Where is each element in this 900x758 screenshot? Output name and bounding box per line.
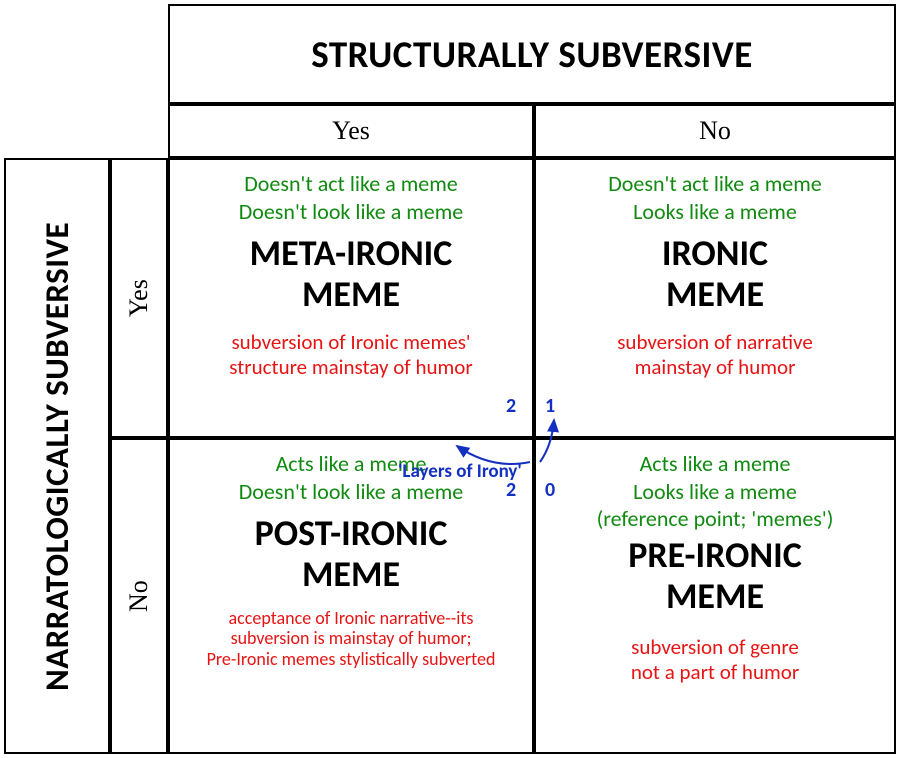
tl-title2: MEME — [302, 272, 400, 316]
bl-title: POST-IRONIC MEME — [178, 513, 524, 596]
col-header-no-text: No — [699, 116, 731, 146]
row-header-yes: Yes — [110, 158, 168, 438]
row-header-yes-text: Yes — [124, 279, 154, 317]
bl-title1: POST-IRONIC — [255, 511, 448, 555]
bl-red1: acceptance of Ironic narrative--its — [178, 608, 524, 629]
tl-title: META-IRONIC MEME — [178, 233, 524, 316]
row-header-no: No — [110, 438, 168, 754]
br-green2: Looks like a meme — [544, 478, 886, 506]
tr-title: IRONIC MEME — [544, 233, 886, 316]
tr-red1: subversion of narrative — [544, 330, 886, 355]
tr-red2: mainstay of humor — [544, 355, 886, 380]
br-title: PRE-IRONIC MEME — [544, 535, 886, 618]
top-axis-title: STRUCTURALLY SUBVERSIVE — [168, 4, 896, 104]
tr-green1: Doesn't act like a meme — [544, 170, 886, 198]
tr-title2: MEME — [666, 272, 764, 316]
tl-red2: structure mainstay of humor — [178, 355, 524, 380]
col-header-no: No — [534, 104, 896, 158]
layers-label-text: 'Layers of Irony' — [398, 460, 522, 483]
side-axis-title: NARRATOLOGICALLY SUBVERSIVE — [4, 158, 110, 754]
br-title1: PRE-IRONIC — [628, 533, 802, 577]
layers-num-tl: 2 — [506, 394, 516, 418]
tl-green1: Doesn't act like a meme — [178, 170, 524, 198]
layers-of-irony-label: 'Layers of Irony' — [398, 460, 522, 483]
col-header-yes-text: Yes — [332, 116, 370, 146]
br-green1: Acts like a meme — [544, 450, 886, 478]
br-red1: subversion of genre — [544, 635, 886, 660]
bl-title2: MEME — [302, 552, 400, 596]
layers-num-bl: 2 — [506, 478, 516, 502]
bl-red2: subversion is mainstay of humor; — [178, 628, 524, 649]
quadrant-pre-ironic: Acts like a meme Looks like a meme (refe… — [534, 438, 896, 754]
side-axis-title-text: NARRATOLOGICALLY SUBVERSIVE — [37, 221, 77, 690]
row-header-no-text: No — [124, 580, 154, 612]
quadrant-meta-ironic: Doesn't act like a meme Doesn't look lik… — [168, 158, 534, 438]
matrix-grid: STRUCTURALLY SUBVERSIVE Yes No NARRATOLO… — [0, 0, 900, 758]
br-red2: not a part of humor — [544, 660, 886, 685]
layers-num-br: 0 — [545, 478, 555, 502]
tl-green2: Doesn't look like a meme — [178, 198, 524, 226]
quadrant-post-ironic: Acts like a meme Doesn't look like a mem… — [168, 438, 534, 754]
col-header-yes: Yes — [168, 104, 534, 158]
tr-green2: Looks like a meme — [544, 198, 886, 226]
br-green3: (reference point; 'memes') — [544, 505, 886, 533]
tr-title1: IRONIC — [662, 231, 768, 275]
tl-title1: META-IRONIC — [250, 231, 453, 275]
bl-red3: Pre-Ironic memes stylistically subverted — [178, 649, 524, 670]
tl-red1: subversion of Ironic memes' — [178, 330, 524, 355]
top-axis-title-text: STRUCTURALLY SUBVERSIVE — [311, 32, 753, 77]
layers-num-tr: 1 — [545, 394, 555, 418]
br-title2: MEME — [666, 574, 764, 618]
quadrant-ironic: Doesn't act like a meme Looks like a mem… — [534, 158, 896, 438]
